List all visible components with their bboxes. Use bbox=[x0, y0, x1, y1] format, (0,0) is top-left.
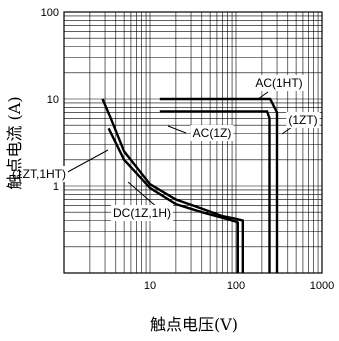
annotation-bg-ac-1z bbox=[190, 125, 234, 141]
y-tick-label: 1 bbox=[53, 181, 59, 193]
y-tick-labels: 100 10 1 bbox=[41, 7, 59, 193]
plot-frame bbox=[63, 11, 323, 274]
annotations: AC(1HT) AC(1Z) (1ZT) (1ZT,1HT) DC(1Z,1H) bbox=[10, 75, 320, 221]
x-tick-label: 100 bbox=[227, 280, 245, 292]
curves bbox=[101, 97, 279, 273]
y-tick-label: 100 bbox=[41, 7, 59, 19]
annotation-leaders bbox=[63, 91, 293, 209]
leader-one-zt bbox=[281, 126, 293, 135]
y-tick-label: 10 bbox=[47, 94, 59, 106]
series-dc-1z-1h bbox=[107, 127, 239, 273]
x-tick-label: 10 bbox=[144, 280, 156, 292]
annotation-ac-1z: AC(1Z) bbox=[193, 126, 232, 140]
leader-dc-1z-1h bbox=[127, 181, 159, 209]
x-tick-labels: 10 100 1000 bbox=[144, 280, 334, 292]
annotation-bg-one-zt bbox=[286, 112, 320, 128]
annotation-ac-1ht: AC(1HT) bbox=[255, 76, 302, 90]
annotation-dc-1z-1h: DC(1Z,1H) bbox=[113, 206, 171, 220]
annotation-dc-1zt-1ht: (1ZT,1HT) bbox=[12, 167, 66, 181]
y-axis-title: 触点电流 (A) bbox=[5, 96, 24, 189]
annotation-one-zt: (1ZT) bbox=[288, 113, 317, 127]
leader-dc-1zt-1ht bbox=[63, 149, 109, 175]
grid-lines bbox=[64, 12, 322, 273]
x-axis-title: 触点电压(V) bbox=[150, 315, 238, 334]
series-dc-1zt-1ht bbox=[101, 98, 244, 273]
annotation-bg-dc-1zt-1ht bbox=[10, 166, 69, 182]
leader-ac-1ht bbox=[257, 91, 269, 100]
annotation-bg-ac-1ht bbox=[253, 75, 305, 91]
series-ac-1z bbox=[159, 110, 271, 273]
series-ac-1ht bbox=[159, 97, 279, 273]
x-tick-label: 1000 bbox=[310, 280, 334, 292]
annotation-bg-dc-1z-1h bbox=[110, 205, 174, 221]
leader-ac-1z bbox=[167, 125, 187, 134]
